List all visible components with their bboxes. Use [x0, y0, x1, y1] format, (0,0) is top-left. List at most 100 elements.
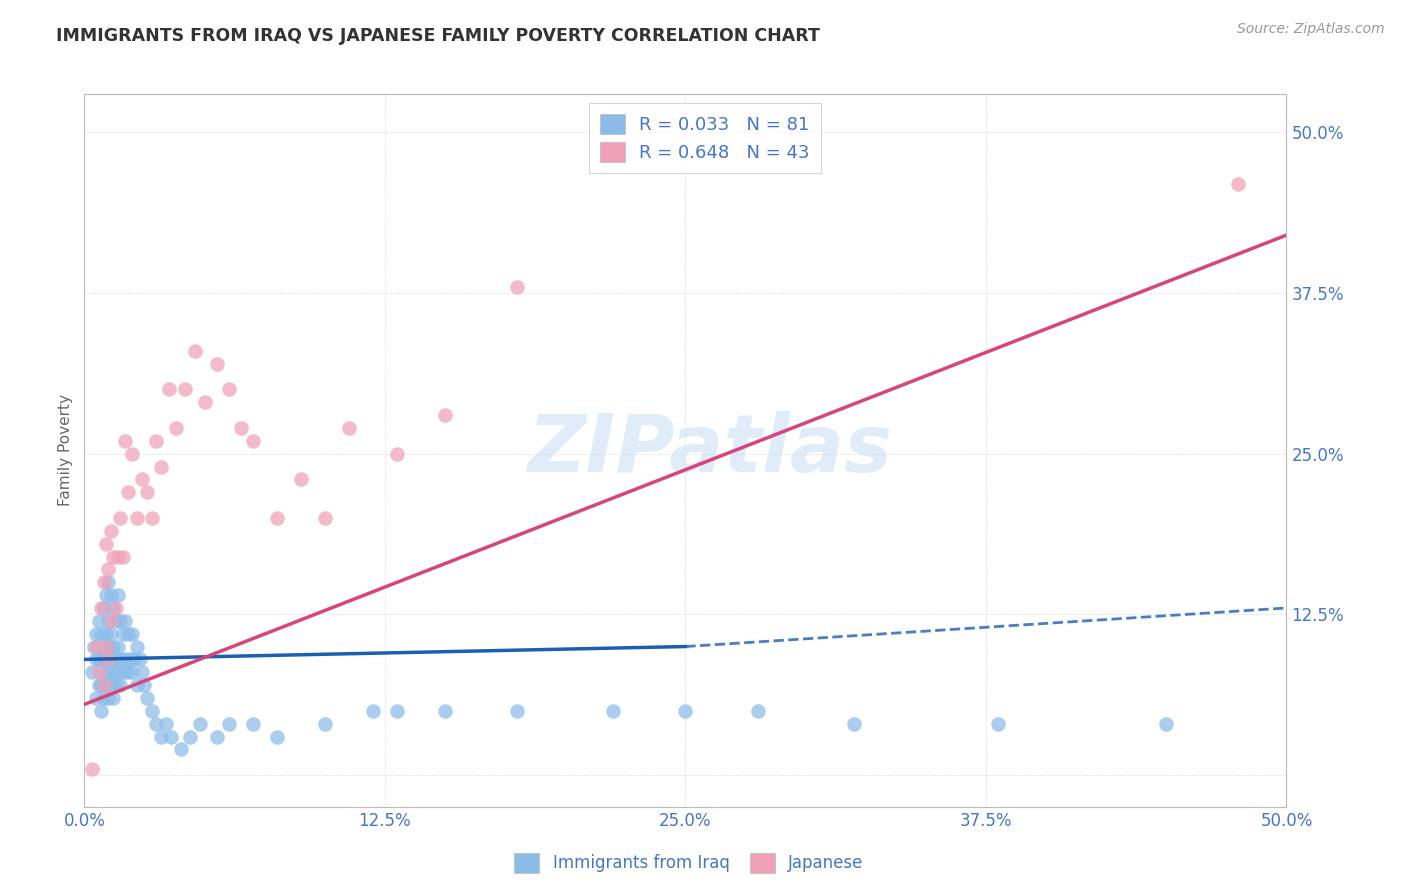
Point [229, 421, 252, 435]
Point [602, 704, 624, 718]
Point [747, 704, 769, 718]
Point [80, 665, 103, 680]
Point [93, 640, 115, 654]
Point [337, 421, 360, 435]
Point [165, 421, 187, 435]
Point [434, 408, 457, 422]
Point [121, 626, 143, 640]
Point [118, 652, 141, 666]
Point [110, 511, 132, 525]
Point [110, 614, 132, 628]
Point [987, 716, 1010, 731]
Point [107, 640, 129, 654]
Legend: Immigrants from Iraq, Japanese: Immigrants from Iraq, Japanese [508, 847, 870, 880]
Point [80, 762, 103, 776]
Point [242, 434, 264, 448]
Point [1156, 716, 1178, 731]
Point [97, 690, 120, 705]
Point [135, 690, 157, 705]
Text: ZIPatlas: ZIPatlas [527, 411, 891, 490]
Point [179, 730, 201, 744]
Point [290, 472, 312, 486]
Point [107, 549, 129, 564]
Point [100, 524, 122, 538]
Point [434, 704, 457, 718]
Point [97, 640, 120, 654]
Point [131, 472, 153, 486]
Point [111, 626, 134, 640]
Point [117, 626, 139, 640]
Point [104, 601, 127, 615]
Point [842, 716, 865, 731]
Point [97, 614, 120, 628]
Point [110, 652, 132, 666]
Point [100, 678, 122, 692]
Text: IMMIGRANTS FROM IRAQ VS JAPANESE FAMILY POVERTY CORRELATION CHART: IMMIGRANTS FROM IRAQ VS JAPANESE FAMILY … [56, 27, 820, 45]
Point [174, 383, 197, 397]
Point [114, 434, 136, 448]
Point [93, 690, 115, 705]
Point [94, 678, 117, 692]
Point [93, 575, 115, 590]
Point [127, 511, 149, 525]
Point [266, 511, 288, 525]
Point [97, 652, 120, 666]
Point [127, 640, 149, 654]
Point [90, 601, 112, 615]
Point [103, 690, 125, 705]
Point [205, 357, 228, 371]
Point [110, 678, 132, 692]
Point [121, 665, 143, 680]
Point [93, 601, 115, 615]
Point [87, 652, 110, 666]
Point [87, 614, 110, 628]
Point [205, 730, 228, 744]
Y-axis label: Family Poverty: Family Poverty [58, 394, 73, 507]
Point [194, 395, 217, 409]
Point [94, 588, 117, 602]
Point [169, 742, 191, 756]
Point [97, 665, 120, 680]
Point [506, 279, 529, 293]
Point [131, 665, 153, 680]
Point [121, 447, 143, 461]
Point [155, 716, 177, 731]
Point [114, 652, 136, 666]
Point [134, 678, 156, 692]
Point [675, 704, 697, 718]
Point [90, 626, 112, 640]
Point [97, 562, 120, 576]
Point [314, 716, 336, 731]
Point [93, 678, 115, 692]
Point [218, 383, 240, 397]
Point [266, 730, 288, 744]
Point [103, 601, 125, 615]
Point [314, 511, 336, 525]
Point [86, 626, 108, 640]
Point [184, 343, 207, 358]
Point [100, 626, 122, 640]
Point [94, 626, 117, 640]
Point [128, 652, 150, 666]
Point [90, 652, 112, 666]
Point [104, 678, 127, 692]
Point [90, 678, 112, 692]
Point [94, 537, 117, 551]
Point [86, 640, 108, 654]
Point [87, 678, 110, 692]
Point [124, 652, 146, 666]
Point [1227, 177, 1250, 191]
Point [100, 652, 122, 666]
Text: Source: ZipAtlas.com: Source: ZipAtlas.com [1237, 22, 1385, 37]
Point [103, 549, 125, 564]
Point [242, 716, 264, 731]
Point [117, 665, 139, 680]
Point [188, 716, 211, 731]
Point [145, 716, 167, 731]
Point [506, 704, 529, 718]
Legend: R = 0.033   N = 81, R = 0.648   N = 43: R = 0.033 N = 81, R = 0.648 N = 43 [589, 103, 821, 173]
Point [94, 652, 117, 666]
Point [141, 704, 163, 718]
Point [103, 640, 125, 654]
Point [145, 434, 167, 448]
